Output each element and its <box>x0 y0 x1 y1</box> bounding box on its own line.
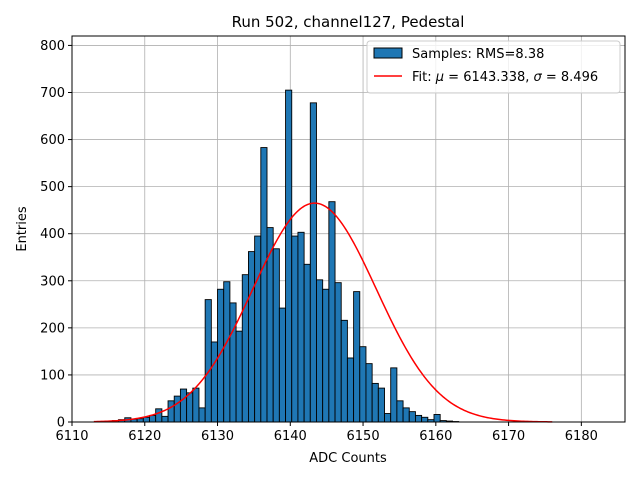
histogram-bar <box>260 147 268 423</box>
histogram-bar <box>248 251 256 423</box>
y-axis-label: Entries <box>15 206 30 252</box>
histogram-bar <box>179 388 188 423</box>
histogram-bar <box>167 400 175 423</box>
histogram-bar <box>334 282 342 423</box>
histogram-bar <box>303 263 311 423</box>
x-tick-label: 6140 <box>274 429 307 444</box>
histogram-bar <box>309 102 317 423</box>
histogram-bar <box>223 281 231 423</box>
y-tick-label: 0 <box>57 416 65 431</box>
y-tick-label: 600 <box>40 133 65 148</box>
x-tick-label: 6120 <box>128 429 161 444</box>
histogram-bar <box>371 382 379 423</box>
histogram-bar <box>340 319 348 423</box>
histogram-bar <box>421 416 429 423</box>
y-tick-label: 400 <box>40 227 65 242</box>
histogram-bar <box>291 235 299 423</box>
histogram-bar <box>390 367 398 423</box>
chart-title: Run 502, channel127, Pedestal <box>232 13 465 31</box>
y-tick-label: 700 <box>40 86 65 101</box>
histogram-bar <box>235 330 243 423</box>
histogram-bar <box>173 395 181 423</box>
gaussian-fit-curve <box>93 202 553 423</box>
histogram-bar <box>198 407 206 423</box>
legend-samples-swatch <box>373 47 403 59</box>
histogram-bar <box>396 400 404 423</box>
histogram-bar <box>408 411 416 423</box>
legend-samples-label: Samples: RMS=8.38 <box>412 47 544 62</box>
histogram-bar <box>402 407 410 423</box>
y-tick-label: 500 <box>40 180 65 195</box>
x-tick-label: 6150 <box>347 429 380 444</box>
histogram-bar <box>365 363 373 423</box>
histogram-bar <box>353 291 361 423</box>
histogram-bar <box>414 414 423 423</box>
y-tick-label: 800 <box>40 39 65 54</box>
histogram-bars <box>99 89 460 423</box>
x-tick-label: 6130 <box>201 429 234 444</box>
histogram-bar <box>192 387 200 423</box>
histogram-bar <box>359 346 367 423</box>
x-axis-ticks: 6110 6120 6130 6140 6150 6160 6170 6180 <box>55 422 598 444</box>
histogram-bar <box>149 414 157 423</box>
histogram-bar <box>328 201 336 423</box>
histogram-bar <box>142 416 150 423</box>
histogram-bar <box>278 307 287 423</box>
axes-frame <box>71 35 626 423</box>
y-axis-ticks: 0 100 200 300 400 500 600 700 800 <box>40 39 72 431</box>
histogram-bar <box>229 302 237 423</box>
x-tick-label: 6170 <box>492 429 525 444</box>
legend-fit-label: Fit: μ = 6143.338, σ = 8.496 <box>412 70 598 85</box>
histogram-bar <box>186 392 194 423</box>
histogram-bar <box>204 299 212 423</box>
y-tick-label: 300 <box>40 274 65 289</box>
histogram-bar <box>384 413 392 423</box>
legend-box <box>366 40 621 94</box>
legend: Samples: RMS=8.38 Fit: μ = 6143.338, σ =… <box>366 40 621 94</box>
histogram-bar <box>155 408 163 423</box>
histogram-bar <box>297 231 305 423</box>
histogram-bar <box>346 357 355 423</box>
histogram-bar <box>377 387 385 423</box>
histogram-bar <box>433 414 441 423</box>
histogram-bar <box>210 341 218 423</box>
x-tick-label: 6110 <box>55 429 88 444</box>
histogram-bar <box>285 89 293 423</box>
x-tick-label: 6160 <box>419 429 452 444</box>
histogram-bar <box>161 415 169 423</box>
histogram-bar <box>322 288 330 423</box>
y-tick-label: 100 <box>40 368 65 383</box>
histogram-bar <box>316 279 324 423</box>
histogram-bar <box>241 274 249 423</box>
y-tick-label: 200 <box>40 321 65 336</box>
x-axis-label: ADC Counts <box>309 451 387 466</box>
histogram-bar <box>254 235 262 423</box>
x-tick-label: 6180 <box>565 429 598 444</box>
histogram-bar <box>272 248 280 423</box>
